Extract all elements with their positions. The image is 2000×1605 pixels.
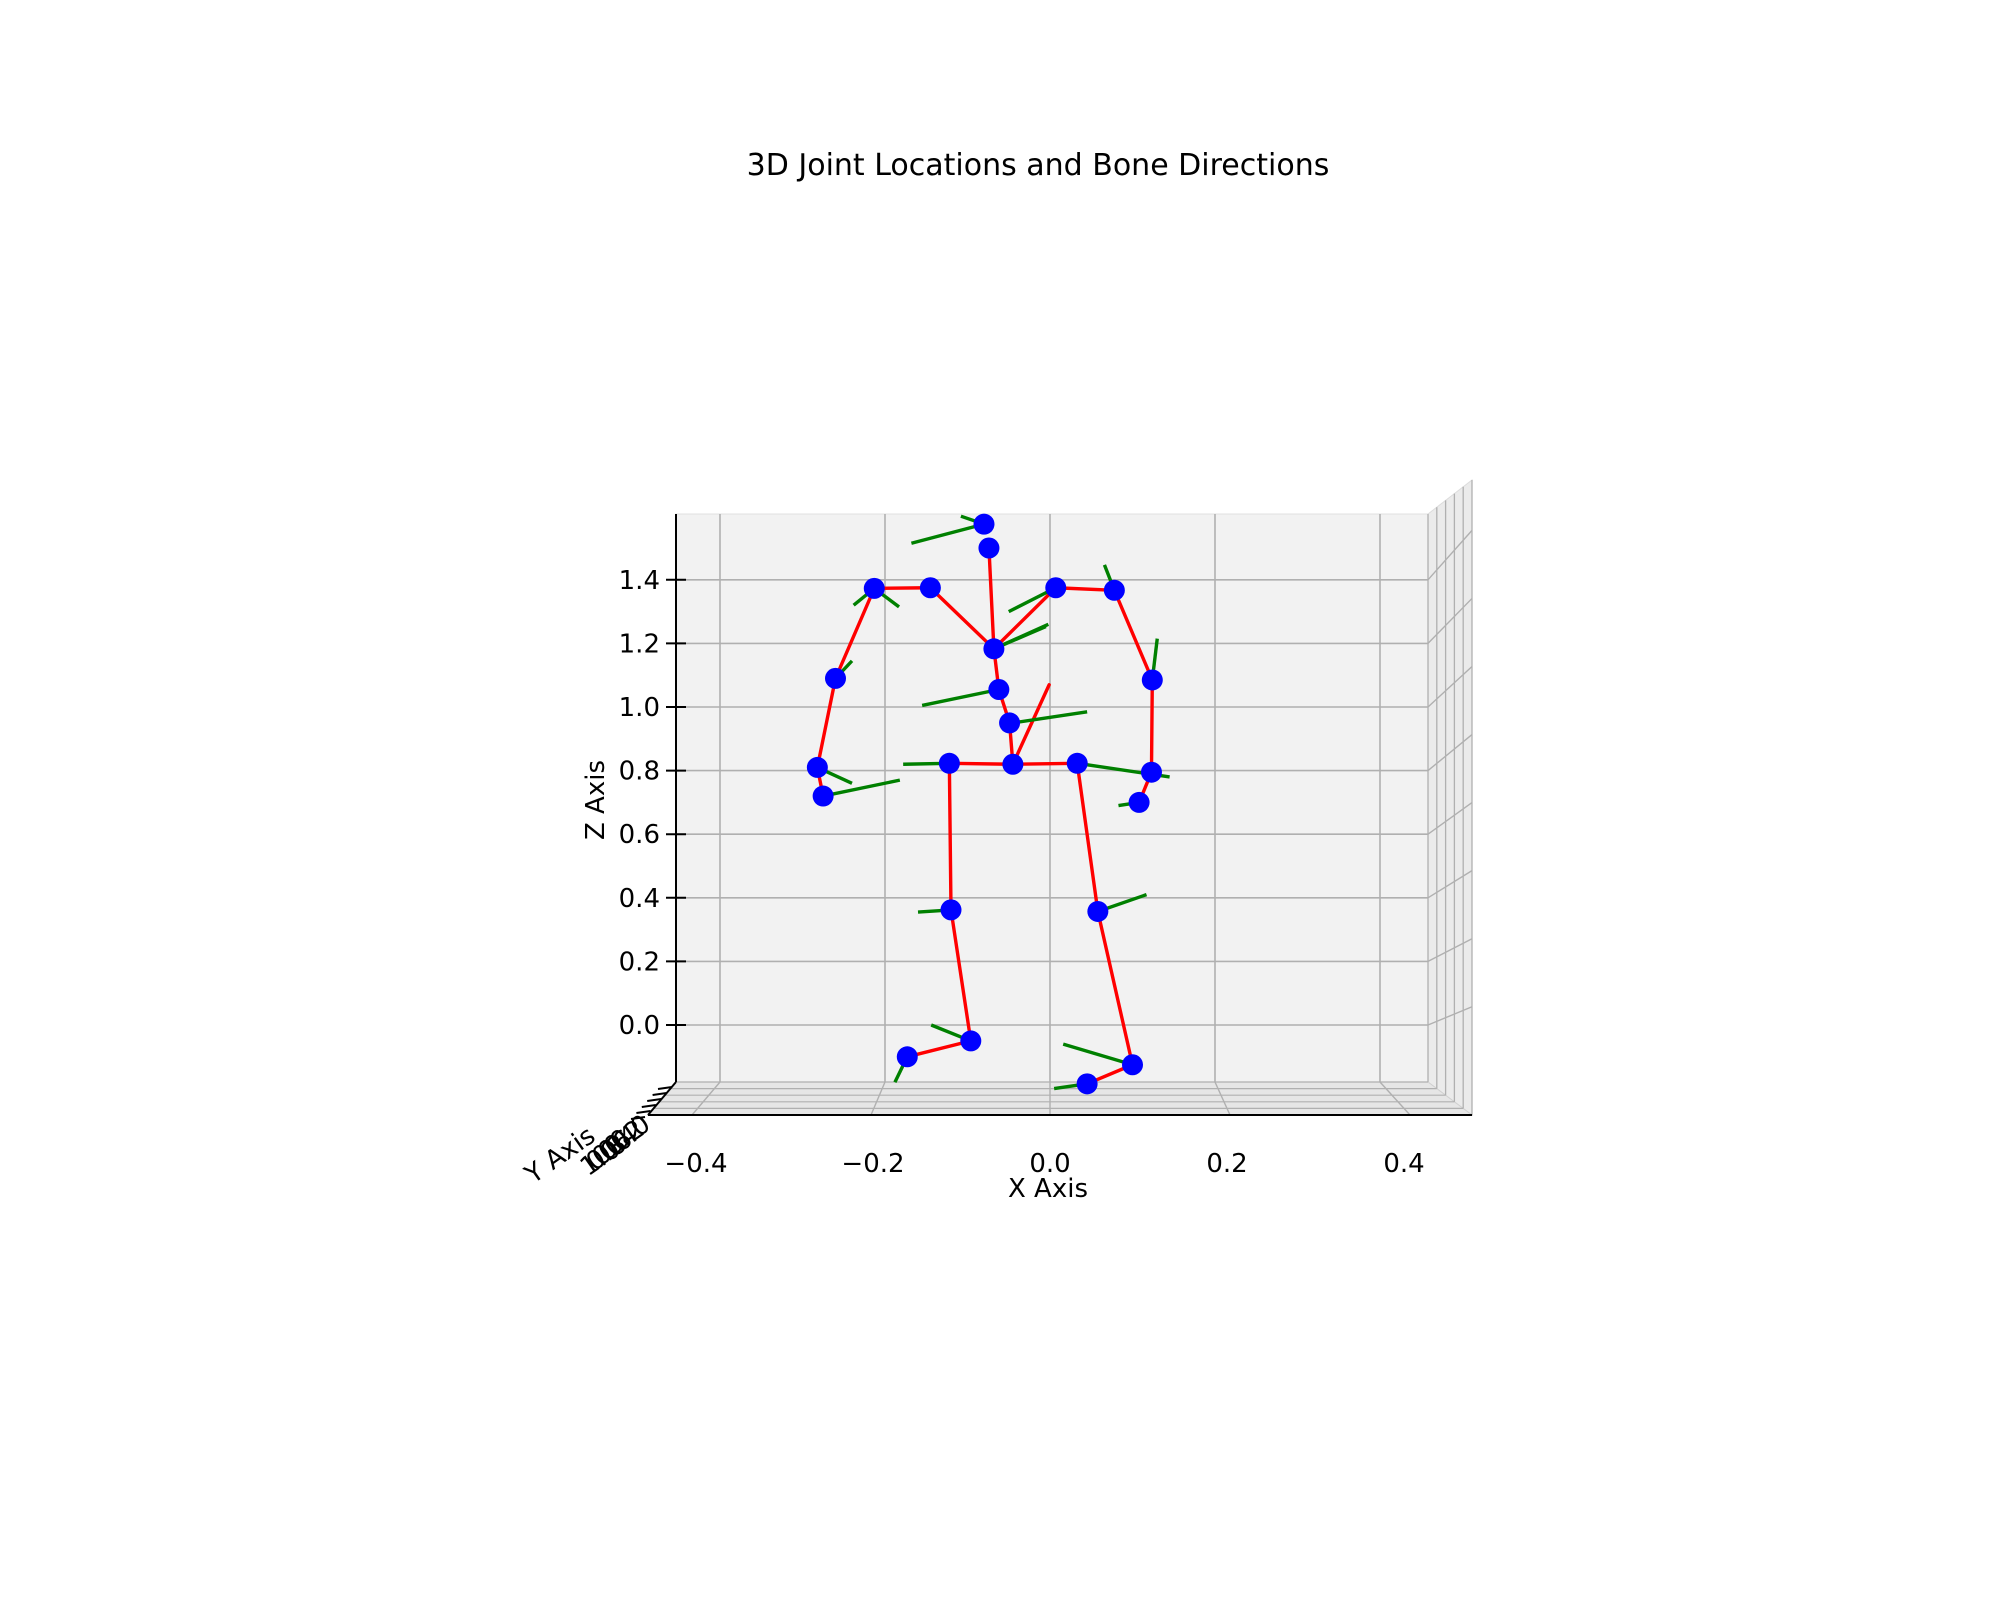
bone-segment xyxy=(1075,761,1100,914)
joint-marker xyxy=(1076,1073,1098,1095)
right-pane xyxy=(1427,478,1473,1116)
bone-segment xyxy=(905,1039,973,1059)
x-tick-label: −0.4 xyxy=(664,1149,727,1179)
bone-direction-segment xyxy=(1012,710,1088,725)
joint-marker xyxy=(1045,577,1067,599)
y-tick-mark xyxy=(636,1110,651,1114)
joint-marker xyxy=(825,667,846,689)
axes xyxy=(630,514,1472,1120)
bone-segment xyxy=(1149,678,1155,774)
bone-direction-segment xyxy=(822,778,901,798)
x-tick-label: 0.0 xyxy=(1029,1149,1070,1179)
joint-marker xyxy=(1066,752,1088,774)
z-tick-label: 0.0 xyxy=(619,1011,660,1041)
joint-marker xyxy=(973,513,995,535)
x-tick-label: 0.2 xyxy=(1206,1149,1247,1179)
joint-marker xyxy=(960,1030,982,1052)
x-floor-grid-line xyxy=(870,1081,886,1116)
bone-direction-segment xyxy=(921,687,1000,708)
bone-segment xyxy=(928,586,996,651)
joint-marker xyxy=(1141,669,1163,691)
z-side-grid-line xyxy=(1427,529,1473,581)
back-pane xyxy=(675,513,1429,1083)
z-side-grid-line xyxy=(1427,870,1473,899)
x-tick-label: −0.2 xyxy=(841,1149,904,1179)
y-tick-mark xyxy=(652,1092,667,1096)
joint-marker xyxy=(940,899,962,921)
x-tick-label: 0.4 xyxy=(1383,1149,1424,1179)
joint-marker xyxy=(938,752,960,774)
z-side-grid-line xyxy=(1427,665,1473,708)
bone-direction-segment xyxy=(1062,1042,1133,1067)
bone-segment xyxy=(1112,588,1155,682)
joint-marker xyxy=(988,679,1010,701)
x-floor-grid-line xyxy=(691,1081,721,1116)
joint-marker xyxy=(1103,579,1125,601)
z-tick-label: 0.4 xyxy=(619,884,660,914)
y-tick-mark xyxy=(641,1104,656,1108)
joint-marker xyxy=(896,1046,918,1068)
joint-marker xyxy=(812,785,834,807)
y-tick-mark xyxy=(657,1086,673,1090)
joint-marker xyxy=(1122,1054,1143,1076)
bone-segment xyxy=(987,546,996,651)
chart-title: 3D Joint Locations and Bone Directions xyxy=(747,148,1330,183)
bone-segment xyxy=(947,761,953,912)
grid-lines xyxy=(648,480,1473,1116)
z-side-grid-line xyxy=(1427,938,1473,963)
joint-marker xyxy=(983,638,1005,660)
bone-direction-segment xyxy=(910,522,985,545)
z-side-grid-line xyxy=(1427,734,1473,772)
bone-segment xyxy=(1011,683,1051,766)
joint-marker xyxy=(863,577,885,599)
joints-layer xyxy=(806,513,1163,1095)
z-side-grid-line xyxy=(1427,802,1473,835)
z-side-grid-line xyxy=(1427,1006,1473,1026)
z-tick-label: 0.8 xyxy=(619,757,660,787)
bone-segment xyxy=(833,586,876,681)
joint-marker xyxy=(978,537,1000,559)
joint-marker xyxy=(1087,900,1109,922)
joint-marker xyxy=(1140,761,1162,783)
z-tick-label: 1.2 xyxy=(619,629,660,659)
bone-segment xyxy=(947,761,1015,766)
z-tick-label: 1.4 xyxy=(619,566,660,596)
joint-marker xyxy=(1002,753,1024,775)
z-axis-label: Z Axis xyxy=(581,760,611,840)
x-floor-grid-line xyxy=(1214,1081,1231,1116)
bone-segment xyxy=(815,676,838,770)
bone-segment xyxy=(949,908,973,1043)
x-floor-grid-line xyxy=(1379,1081,1411,1116)
z-tick-label: 0.2 xyxy=(619,947,660,977)
joint-marker xyxy=(999,712,1021,734)
y-tick-mark xyxy=(630,1116,646,1120)
y-tick-mark xyxy=(647,1098,662,1102)
z-tick-label: 0.6 xyxy=(619,820,660,850)
joint-marker xyxy=(1128,791,1150,813)
z-side-grid-line xyxy=(1427,597,1473,644)
bone-segment xyxy=(1011,761,1079,766)
bone-segment xyxy=(1096,909,1135,1067)
z-tick-label: 1.0 xyxy=(619,693,660,723)
x-axis-label: X Axis xyxy=(1008,1174,1088,1204)
joint-marker xyxy=(806,756,828,778)
axis-panes xyxy=(646,478,1474,1116)
bone-segment xyxy=(992,586,1058,651)
joint-marker xyxy=(919,577,941,599)
